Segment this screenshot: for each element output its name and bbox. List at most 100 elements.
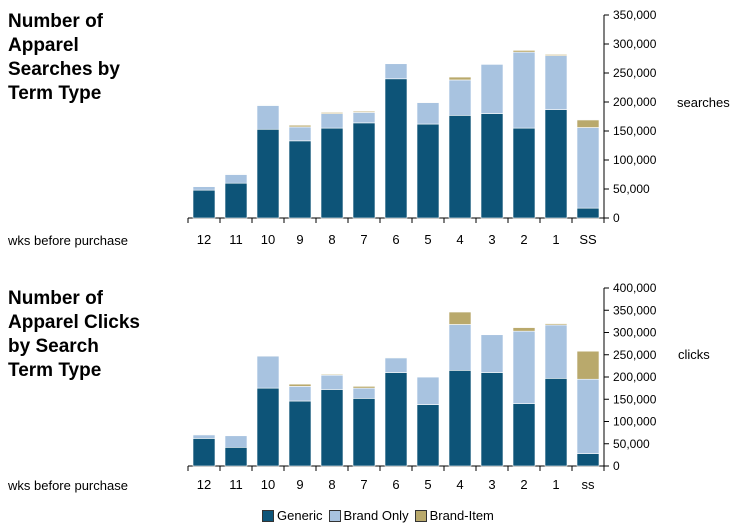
bottom-y-tick-label: 0 bbox=[613, 459, 620, 473]
top-y-tick-label: 200,000 bbox=[613, 95, 657, 109]
top-bar-generic-1 bbox=[544, 109, 568, 219]
bottom-x-tick-label: 2 bbox=[520, 477, 527, 492]
top-bar-brand-only-4 bbox=[448, 79, 472, 116]
top-x-tick-label: 9 bbox=[296, 232, 303, 247]
top-bar-brand-item-1 bbox=[544, 54, 568, 56]
bottom-bar-brand-only-5 bbox=[416, 376, 440, 405]
top-y-tick-label: 350,000 bbox=[613, 8, 657, 22]
top-bar-brand-item-12 bbox=[192, 185, 216, 187]
top-bar-generic-11 bbox=[224, 182, 248, 219]
chart-legend: Generic Brand Only Brand-Item bbox=[262, 508, 500, 523]
bottom-bar-brand-only-7 bbox=[352, 387, 376, 399]
legend-item-generic: Generic bbox=[262, 508, 323, 523]
top-x-tick-label: 6 bbox=[392, 232, 399, 247]
top-bar-brand-only-8 bbox=[320, 113, 344, 129]
legend-swatch-brand-item bbox=[414, 509, 427, 522]
bottom-x-tick-label: 7 bbox=[360, 477, 367, 492]
top-bar-generic-4 bbox=[448, 115, 472, 219]
legend-item-brand-only: Brand Only bbox=[328, 508, 409, 523]
top-x-tick-label: 12 bbox=[197, 232, 211, 247]
bottom-bar-brand-only-10 bbox=[256, 355, 280, 389]
top-chart-title: Number of Apparel Searches by Term Type bbox=[8, 11, 120, 104]
top-x-tick-label: 5 bbox=[424, 232, 431, 247]
bottom-bar-brand-item-8 bbox=[320, 374, 344, 376]
bottom-bar-brand-only-2 bbox=[512, 330, 536, 405]
legend-label-brand-only: Brand Only bbox=[343, 508, 409, 523]
top-bar-brand-only-3 bbox=[480, 64, 504, 114]
top-bar-generic-5 bbox=[416, 123, 440, 219]
top-x-tick-label: 10 bbox=[261, 232, 275, 247]
bottom-bar-brand-only-11 bbox=[224, 435, 248, 448]
bottom-bar-generic-10 bbox=[256, 387, 280, 467]
bottom-bar-generic-7 bbox=[352, 398, 376, 467]
bottom-bar-brand-only-4 bbox=[448, 324, 472, 371]
top-y-tick-label: 150,000 bbox=[613, 124, 657, 138]
top-x-tick-label: 11 bbox=[229, 232, 243, 247]
bottom-bar-generic-12 bbox=[192, 438, 216, 467]
bottom-y-tick-label: 150,000 bbox=[613, 392, 657, 406]
bottom-bar-generic-2 bbox=[512, 403, 536, 467]
bottom-bar-brand-item-2 bbox=[512, 327, 536, 332]
bottom-y-tick-label: 100,000 bbox=[613, 415, 657, 429]
bottom-x-tick-label: 4 bbox=[456, 477, 463, 492]
top-bar-brand-item-8 bbox=[320, 112, 344, 114]
legend-swatch-brand-only bbox=[328, 509, 341, 522]
top-bar-brand-item-3 bbox=[480, 63, 504, 65]
top-y-tick-label: 300,000 bbox=[613, 37, 657, 51]
top-bar-brand-only-11 bbox=[224, 174, 248, 184]
bottom-y-tick-label: 250,000 bbox=[613, 348, 657, 362]
top-bar-brand-only-7 bbox=[352, 112, 376, 124]
bottom-chart-unit-label: clicks bbox=[678, 347, 710, 362]
bottom-x-tick-label: 9 bbox=[296, 477, 303, 492]
top-x-tick-label: 8 bbox=[328, 232, 335, 247]
bottom-bar-generic-4 bbox=[448, 370, 472, 467]
top-bar-generic-9 bbox=[288, 140, 312, 219]
bottom-bar-generic-11 bbox=[224, 447, 248, 467]
top-x-tick-label: 1 bbox=[552, 232, 559, 247]
legend-label-brand-item: Brand-Item bbox=[429, 508, 494, 523]
bottom-bar-brand-only-1 bbox=[544, 324, 568, 379]
top-bar-brand-only-6 bbox=[384, 63, 408, 80]
top-chart-xaxis-caption: wks before purchase bbox=[8, 233, 128, 248]
top-bar-generic-8 bbox=[320, 127, 344, 219]
bottom-bar-brand-item-1 bbox=[544, 323, 568, 326]
top-bar-brand-item-9 bbox=[288, 124, 312, 128]
top-bar-generic-ss bbox=[576, 207, 600, 219]
top-bar-brand-only-1 bbox=[544, 55, 568, 110]
top-bar-brand-only-9 bbox=[288, 126, 312, 142]
bottom-y-tick-label: 50,000 bbox=[613, 437, 650, 451]
bottom-chart-title: Number of Apparel Clicks by Search Term … bbox=[8, 288, 140, 381]
top-bar-generic-6 bbox=[384, 78, 408, 219]
bottom-y-tick-label: 400,000 bbox=[613, 281, 657, 295]
bottom-x-tick-label: 8 bbox=[328, 477, 335, 492]
top-chart-unit-label: searches bbox=[677, 95, 730, 110]
bottom-x-tick-label: 3 bbox=[488, 477, 495, 492]
bottom-bar-brand-item-4 bbox=[448, 311, 472, 325]
bottom-y-tick-label: 350,000 bbox=[613, 303, 657, 317]
bottom-x-tick-label: 12 bbox=[197, 477, 211, 492]
top-bar-generic-7 bbox=[352, 122, 376, 219]
top-x-tick-label: 7 bbox=[360, 232, 367, 247]
top-bar-brand-item-4 bbox=[448, 76, 472, 81]
bottom-chart-xaxis-caption: wks before purchase bbox=[8, 478, 128, 493]
top-y-tick-label: 100,000 bbox=[613, 153, 657, 167]
top-bar-brand-only-12 bbox=[192, 186, 216, 191]
top-bar-brand-only-10 bbox=[256, 105, 280, 130]
top-bar-brand-item-11 bbox=[224, 173, 248, 175]
top-bar-brand-item-ss bbox=[576, 119, 600, 128]
bottom-x-tick-label: 6 bbox=[392, 477, 399, 492]
top-y-tick-label: 50,000 bbox=[613, 182, 650, 196]
bottom-x-tick-label: 5 bbox=[424, 477, 431, 492]
bottom-bar-brand-only-9 bbox=[288, 386, 312, 402]
bottom-x-tick-label: 1 bbox=[552, 477, 559, 492]
bottom-bar-brand-only-6 bbox=[384, 357, 408, 373]
bottom-bar-generic-3 bbox=[480, 372, 504, 467]
bottom-bar-generic-ss bbox=[576, 453, 600, 467]
top-x-tick-label: 4 bbox=[456, 232, 463, 247]
top-bar-generic-2 bbox=[512, 127, 536, 219]
bottom-bar-brand-only-12 bbox=[192, 434, 216, 439]
bottom-bar-generic-1 bbox=[544, 378, 568, 467]
bottom-x-tick-label: 11 bbox=[229, 477, 243, 492]
legend-swatch-generic bbox=[262, 509, 274, 522]
